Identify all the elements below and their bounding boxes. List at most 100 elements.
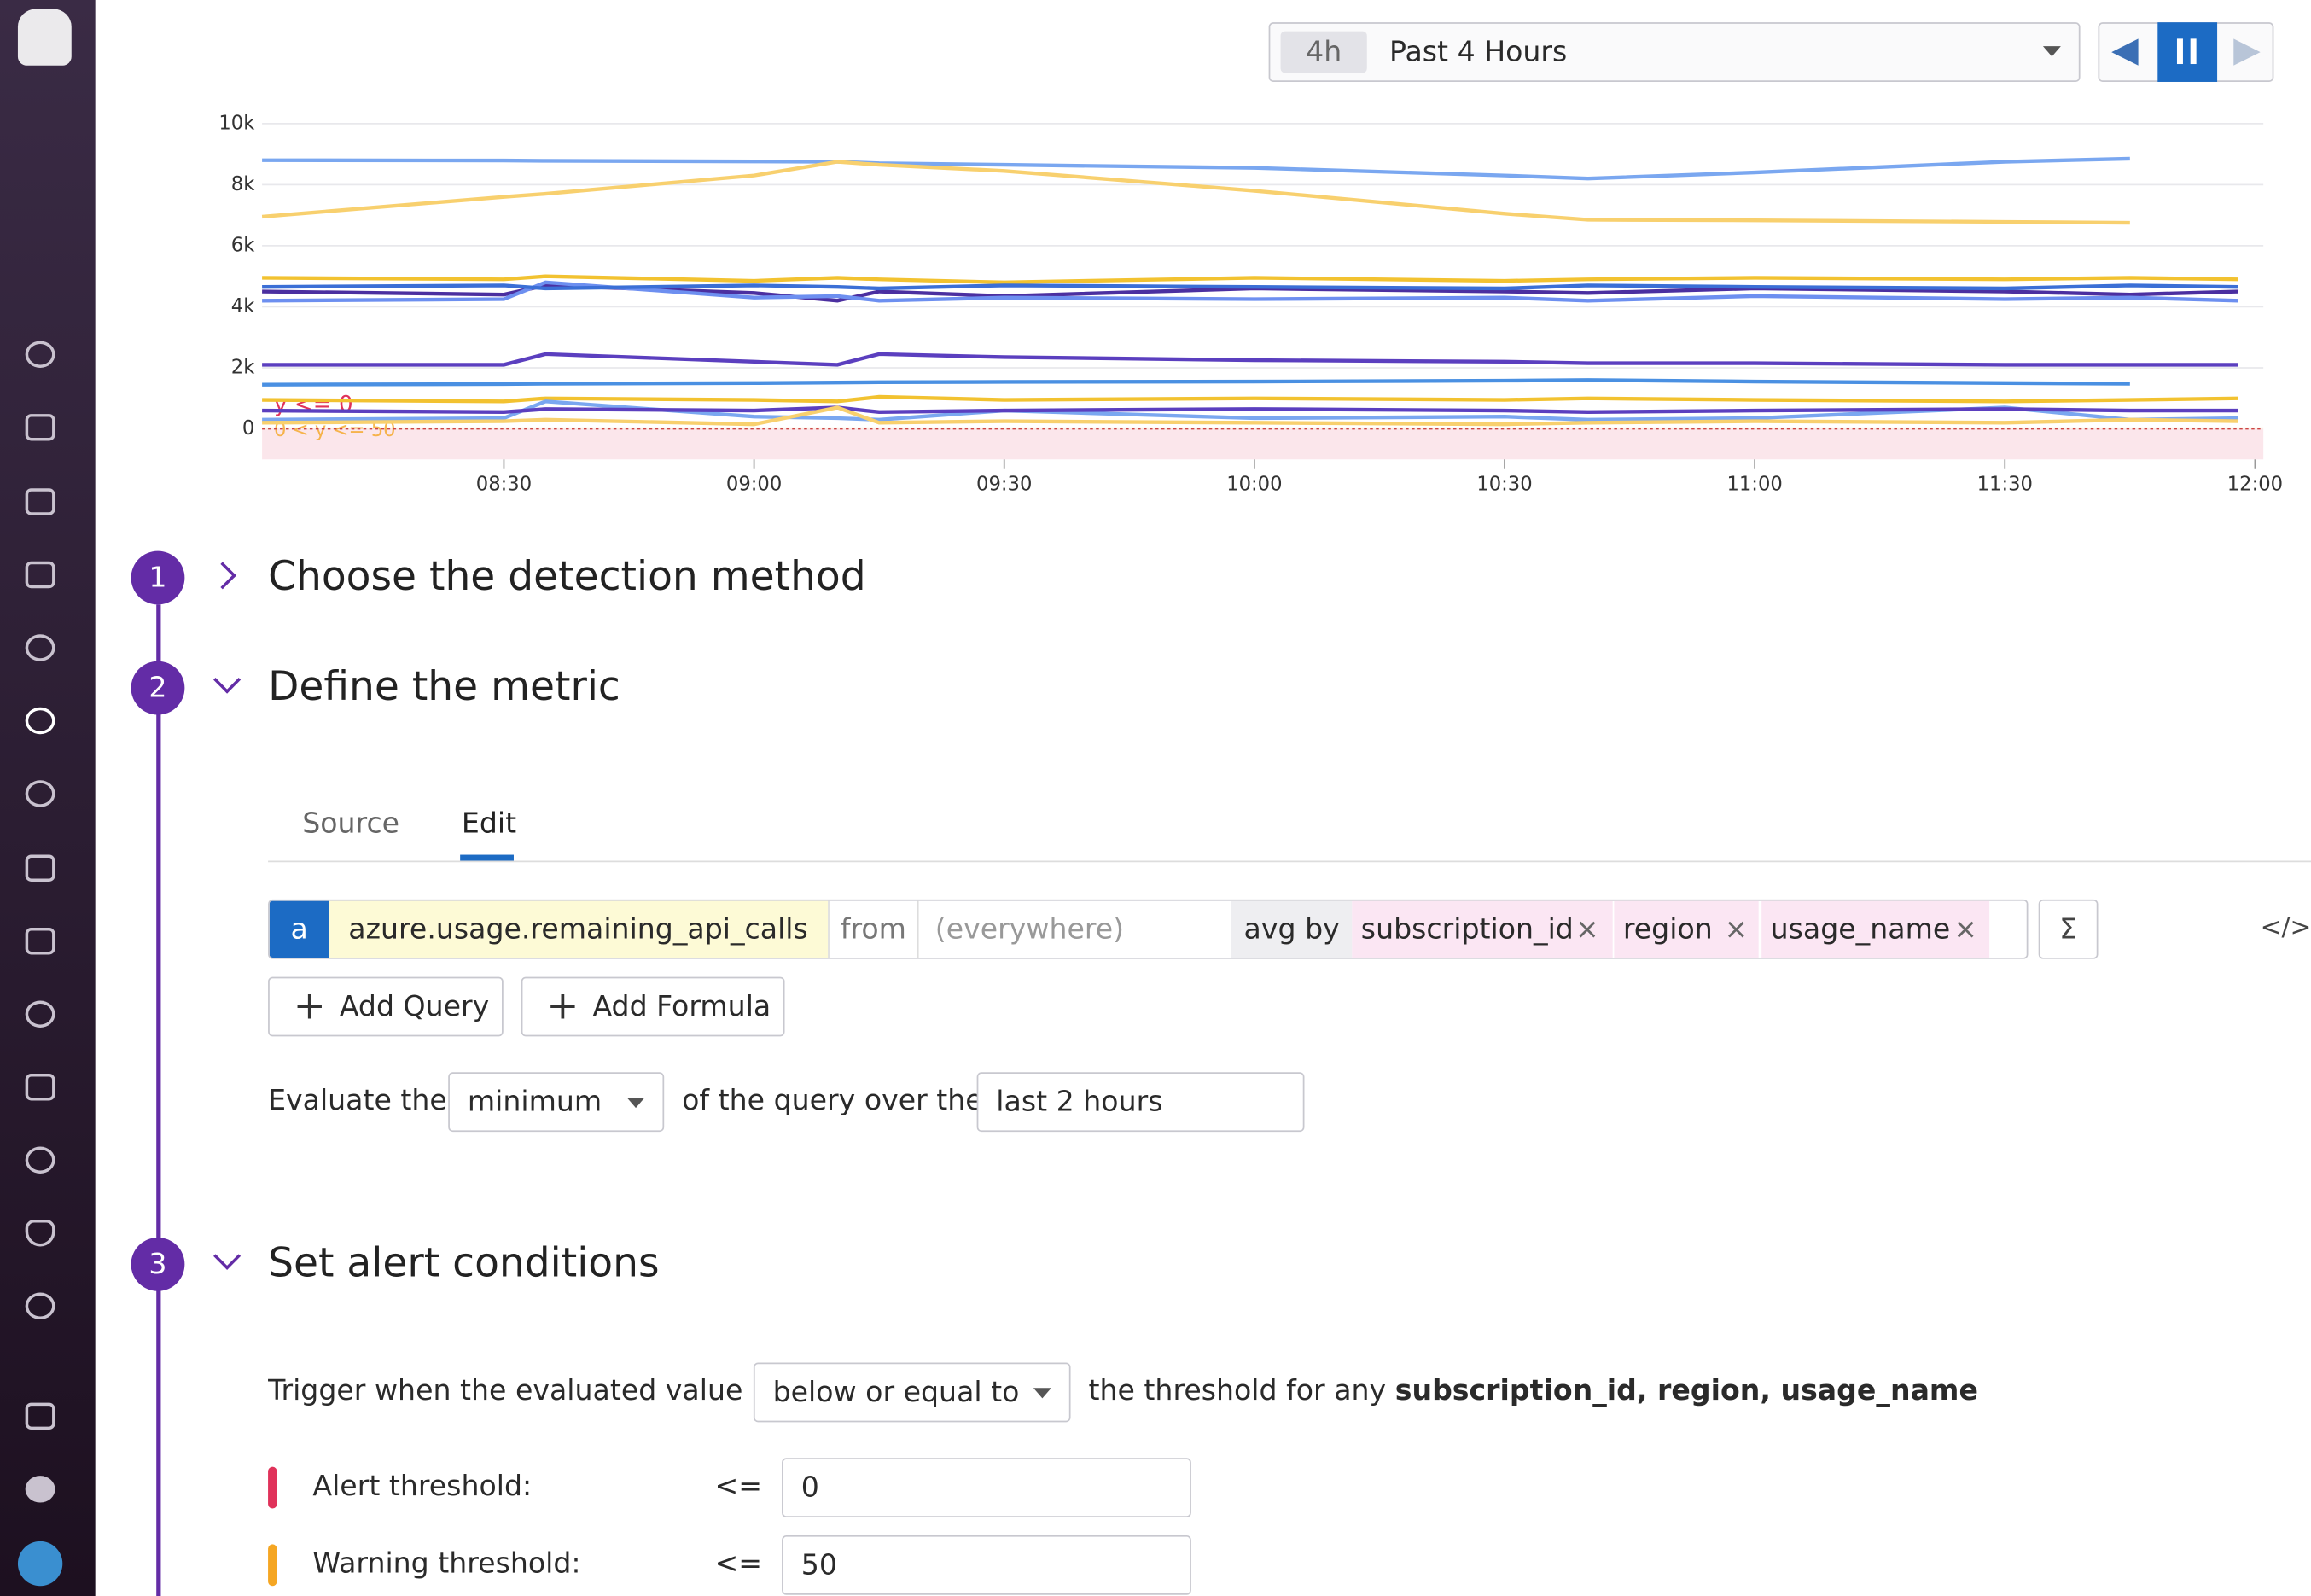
threshold-color [268,1466,277,1509]
time-picker[interactable]: 4h Past 4 Hours [1268,22,2081,82]
collapse-chevron[interactable] [213,1242,242,1270]
threshold-band [262,427,2264,429]
remove-tag[interactable]: × [1575,912,1599,946]
plus-icon: + [546,984,579,1029]
y-tick-label: 4k [231,295,255,317]
series-line [262,394,2238,404]
plus-icon: + [293,984,326,1029]
logo[interactable] [17,9,72,66]
series-line [262,283,2238,291]
threshold-operator: <= [714,1546,763,1581]
x-tick-label: 09:00 [726,473,782,495]
nav-icon[interactable] [25,928,55,955]
x-tick-label: 11:30 [1977,473,2033,495]
step-number: 1 [131,550,185,605]
nav-icon[interactable] [25,1146,55,1174]
threshold-band [262,428,2264,460]
metric-name[interactable]: azure.usage.remaining_api_calls [329,900,829,958]
evaluate-middle: of the query over the [682,1084,983,1117]
window-select[interactable]: last 2 hours [976,1072,1305,1133]
series-line [262,274,2238,285]
forward-button[interactable] [2233,38,2261,66]
rewind-button[interactable] [2111,38,2139,66]
add-query-button[interactable]: + Add Query [268,976,504,1037]
query-row: a azure.usage.remaining_api_calls from (… [268,899,2029,959]
scope-input[interactable]: (everywhere) [934,912,1125,946]
tab-underline [460,854,514,861]
tab-active[interactable]: Edit [461,807,517,841]
step-title[interactable]: Define the metric [268,664,620,711]
nav-icon[interactable] [25,414,55,441]
threshold-input[interactable]: 0 [782,1458,1191,1518]
threshold-input[interactable]: 50 [782,1535,1191,1595]
nav-icon[interactable] [25,1220,55,1247]
help-icon[interactable] [25,1476,55,1503]
tab[interactable]: Source [302,807,400,841]
series-line [262,156,2130,181]
select-value: below or equal to [772,1376,1020,1409]
sidebar [0,0,96,1596]
nav-icon[interactable] [25,1000,55,1028]
remove-tag[interactable]: × [1724,912,1749,946]
button-label: Add Query [339,990,490,1023]
evaluate-prefix: Evaluate the [268,1084,447,1117]
nav-icon[interactable] [25,780,55,807]
chat-icon[interactable] [25,1402,55,1430]
group-tag[interactable]: region [1614,900,1759,958]
monitors-icon[interactable] [25,707,55,735]
y-tick-label: 2k [231,356,255,378]
step-number: 3 [131,1237,185,1291]
from-label: from [828,900,919,958]
series-line [262,378,2130,387]
formula-button[interactable]: Σ [2038,899,2099,959]
nav-icon[interactable] [25,854,55,882]
nav-icon[interactable] [25,1074,55,1101]
step-number: 2 [131,661,185,715]
threshold-operator: <= [714,1470,763,1503]
pause-glyph [2176,38,2183,65]
remove-tag[interactable]: × [1953,912,1978,946]
dropdown-caret [1033,1388,1051,1399]
playback-controls [2098,22,2274,82]
function-select[interactable]: minimum [448,1072,665,1133]
code-toggle[interactable]: </> [2260,912,2311,943]
trigger-suffix: the threshold for any subscription_id, r… [1088,1363,1977,1421]
x-tick-label: 11:00 [1726,473,1782,495]
suffix-text: the threshold for any [1088,1374,1387,1407]
nav-icon[interactable] [25,634,55,661]
threshold-label: Warning threshold: [312,1546,581,1581]
trigger-prefix: Trigger when the evaluated value is [268,1374,775,1407]
nav-icon[interactable] [25,561,55,589]
group-tag[interactable]: subscription_id [1352,900,1613,958]
dropdown-caret [2042,46,2061,57]
nav-icon[interactable] [25,488,55,515]
query-label[interactable]: a [269,900,329,958]
step-title[interactable]: Set alert conditions [268,1240,660,1287]
nav-icon[interactable] [25,1292,55,1319]
avatar[interactable] [17,1541,63,1587]
group-tag[interactable]: usage_name [1761,900,1990,958]
search-icon[interactable] [25,341,55,368]
x-tick-label: 12:00 [2227,473,2283,495]
add-formula-button[interactable]: + Add Formula [521,976,785,1037]
pause-button[interactable] [2157,22,2218,82]
threshold-color [268,1544,277,1587]
y-tick-label: 8k [231,173,255,195]
aggregation[interactable]: avg by [1231,900,1353,958]
step-title[interactable]: Choose the detection method [268,554,866,601]
select-value: minimum [467,1085,602,1119]
step-line [156,604,161,1596]
series-line [261,160,2130,225]
select-value: last 2 hours [996,1085,1163,1119]
comparator-select[interactable]: below or equal to [753,1362,1071,1423]
x-tick-label: 10:30 [1476,473,1532,495]
series-line [262,405,2238,427]
dropdown-caret [626,1097,645,1109]
collapse-chevron[interactable] [213,666,242,694]
expand-chevron[interactable] [208,562,236,590]
threshold-label: Alert threshold: [312,1470,533,1503]
time-shortcut: 4h [1280,31,1367,73]
y-tick-label: 0 [242,417,254,440]
